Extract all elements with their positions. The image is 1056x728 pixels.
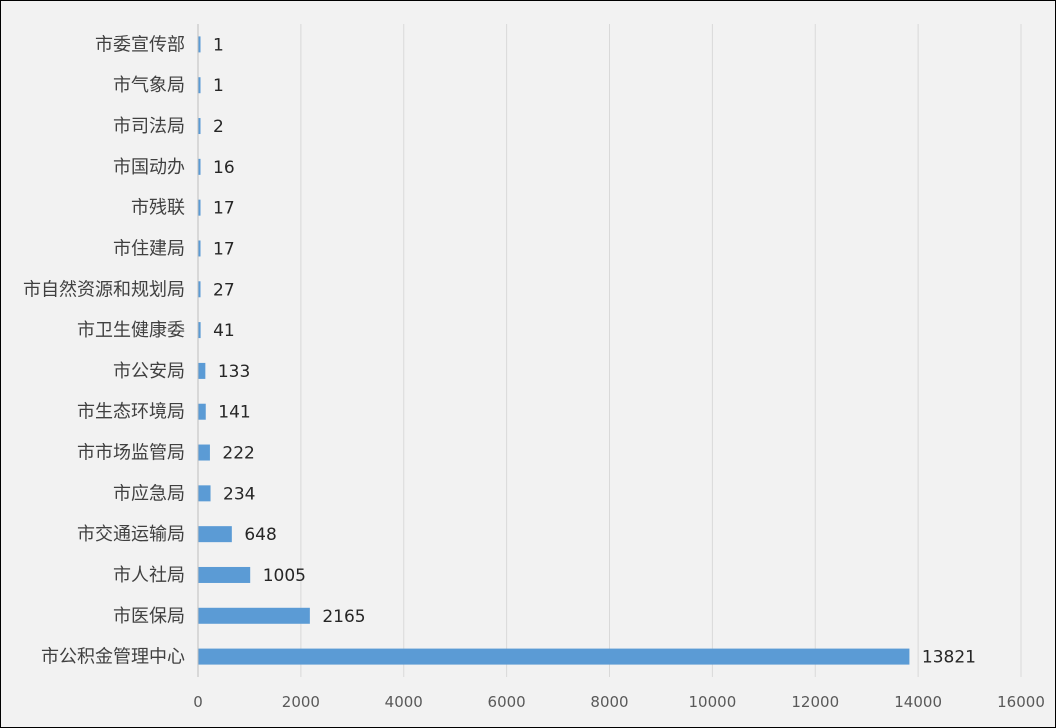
bar (198, 444, 210, 461)
data-label: 222 (222, 444, 254, 464)
bar (198, 403, 206, 420)
category-label: 市卫生健康委 (77, 320, 185, 341)
x-tick-label: 8000 (590, 693, 628, 711)
category-label: 市公积金管理中心 (41, 647, 185, 668)
x-tick-label: 16000 (997, 693, 1045, 711)
x-tick-label: 4000 (385, 693, 423, 711)
category-label: 市生态环境局 (77, 402, 185, 423)
category-label: 市残联 (131, 198, 185, 219)
data-label: 2165 (322, 607, 365, 627)
category-label: 市应急局 (113, 483, 185, 504)
x-tick-label: 10000 (689, 693, 737, 711)
data-label: 41 (213, 321, 235, 341)
data-label: 1 (213, 35, 224, 55)
bar (198, 607, 310, 624)
bar (198, 648, 910, 665)
data-label: 234 (223, 484, 255, 504)
data-label: 133 (218, 362, 250, 382)
category-label: 市交通运输局 (77, 524, 185, 545)
bar (198, 281, 201, 298)
category-label: 市人社局 (113, 565, 185, 586)
x-tick-label: 6000 (488, 693, 526, 711)
category-label: 市自然资源和规划局 (23, 279, 185, 300)
x-tick-label: 12000 (791, 693, 839, 711)
bar (198, 118, 201, 135)
bar (198, 485, 211, 502)
category-label: 市司法局 (113, 116, 185, 137)
data-label: 2 (213, 117, 224, 137)
data-label: 648 (244, 525, 276, 545)
bar (198, 36, 201, 53)
data-label: 13821 (922, 648, 976, 668)
x-tick-label: 0 (193, 693, 203, 711)
category-label: 市市场监管局 (77, 443, 185, 464)
bar (198, 322, 201, 339)
bar (198, 526, 232, 543)
bar (198, 362, 206, 379)
category-label: 市住建局 (113, 238, 185, 259)
bar (198, 240, 201, 257)
data-label: 16 (213, 158, 235, 178)
category-label: 市委宣传部 (95, 34, 185, 55)
data-label: 1 (213, 76, 224, 96)
bar (198, 77, 201, 94)
data-label: 27 (213, 280, 235, 300)
x-tick-label: 14000 (894, 693, 942, 711)
data-label: 17 (213, 239, 235, 259)
category-label: 市国动办 (113, 157, 185, 178)
category-label: 市公安局 (113, 361, 185, 382)
bar (198, 158, 201, 175)
category-label: 市医保局 (113, 606, 185, 627)
bar (198, 199, 201, 216)
data-label: 141 (218, 403, 250, 423)
data-label: 1005 (263, 566, 306, 586)
bar (198, 566, 251, 583)
data-label: 17 (213, 199, 235, 219)
x-tick-label: 2000 (282, 693, 320, 711)
category-label: 市气象局 (113, 75, 185, 96)
